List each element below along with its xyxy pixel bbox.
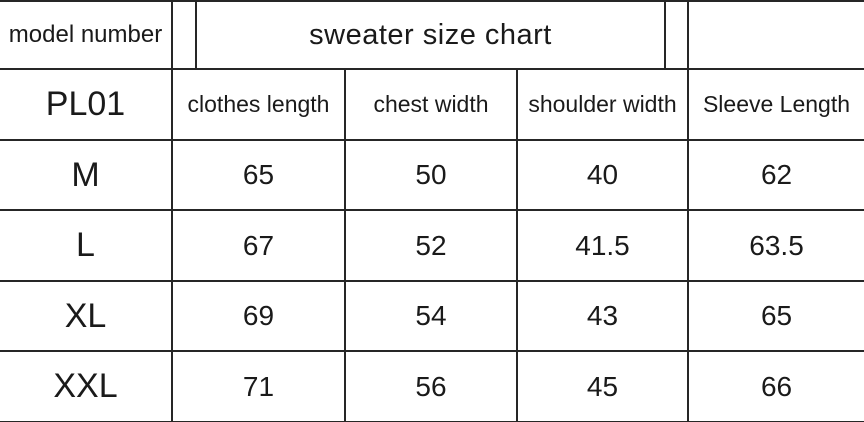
measurement-cell: 54 <box>344 280 518 352</box>
empty-corner-cell <box>687 0 864 70</box>
model-number-value: PL01 <box>0 68 173 141</box>
measurement-cell: 52 <box>344 209 518 282</box>
size-cell: XL <box>0 280 173 352</box>
measurement-cell: 71 <box>171 350 346 422</box>
measurement-cell: 40 <box>515 139 690 211</box>
measurement-cell: 62 <box>687 139 864 211</box>
title-row: model number sweater size chart <box>0 0 864 70</box>
measurement-cell: 65 <box>687 280 864 352</box>
column-header-shoulder-width: shoulder width <box>515 68 690 141</box>
column-header-clothes-length: clothes length <box>171 68 346 141</box>
column-header-chest-width: chest width <box>344 68 518 141</box>
measurement-cell: 45 <box>515 350 690 422</box>
measurement-cell: 67 <box>171 209 346 282</box>
table-row-l: L 67 52 41.5 63.5 <box>0 209 864 282</box>
table-row-m: M 65 50 40 62 <box>0 139 864 211</box>
spacer-cell-left <box>171 0 197 70</box>
table-row-xxl: XXL 71 56 45 66 <box>0 350 864 422</box>
measurement-cell: 65 <box>171 139 346 211</box>
measurement-cell: 56 <box>344 350 518 422</box>
table-row-xl: XL 69 54 43 65 <box>0 280 864 352</box>
header-row: PL01 clothes length chest width shoulder… <box>0 68 864 141</box>
spacer-cell-right <box>664 0 690 70</box>
measurement-cell: 50 <box>344 139 518 211</box>
measurement-cell: 66 <box>687 350 864 422</box>
size-cell: XXL <box>0 350 173 422</box>
measurement-cell: 41.5 <box>515 209 690 282</box>
size-cell: L <box>0 209 173 282</box>
size-cell: M <box>0 139 173 211</box>
measurement-cell: 63.5 <box>687 209 864 282</box>
chart-title: sweater size chart <box>194 0 667 70</box>
model-number-label: model number <box>0 0 173 70</box>
measurement-cell: 69 <box>171 280 346 352</box>
column-header-sleeve-length: Sleeve Length <box>687 68 864 141</box>
measurement-cell: 43 <box>515 280 690 352</box>
